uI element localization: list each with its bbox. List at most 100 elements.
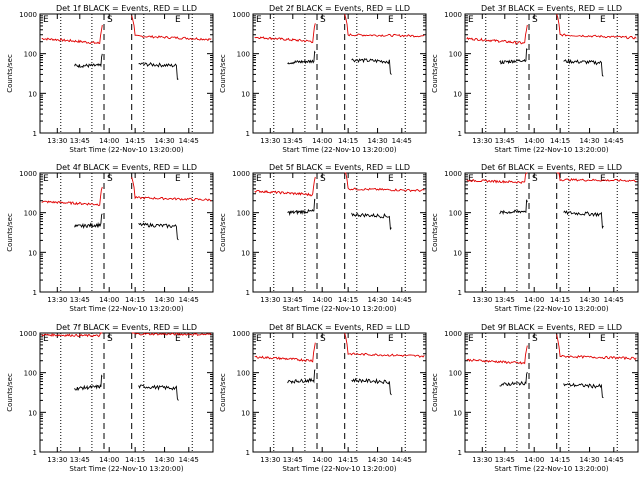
y-tick-label: 1 (458, 130, 462, 138)
y-tick-label: 1 (458, 449, 462, 457)
y-axis-label: Counts/sec (219, 213, 227, 252)
x-tick-label: 14:00 (524, 137, 544, 145)
detector-plot-8: Det 8f BLACK = Events, RED = LLD 1 10 100 10… (219, 323, 427, 473)
y-tick-label: 1000 (232, 330, 250, 338)
lld-series-line (556, 13, 637, 40)
events-series-line (74, 374, 103, 392)
plot-frame (39, 332, 214, 453)
plot-title: Det 5f BLACK = Events, RED = LLD (269, 163, 410, 172)
lld-series-line (466, 172, 528, 184)
marker-label-e: E (468, 174, 474, 184)
x-tick-label: 13:45 (495, 137, 515, 145)
x-axis-label: Start Time (22-Nov-10 13:20:00) (494, 465, 608, 473)
detector-plot-4: Det 4f BLACK = Events, RED = LLD 1 10 100 10… (6, 163, 214, 313)
y-axis-label: Counts/sec (431, 213, 439, 252)
marker-label-e: E (600, 334, 606, 344)
x-tick-label: 14:30 (579, 456, 599, 464)
x-tick-label: 13:30 (260, 456, 280, 464)
x-tick-label: 14:00 (99, 456, 119, 464)
y-tick-label: 1 (246, 289, 250, 297)
y-tick-label: 10 (28, 409, 37, 417)
x-tick-label: 14:00 (524, 296, 544, 304)
marker-label-e: E (468, 15, 474, 25)
x-axis-label: Start Time (22-Nov-10 13:20:00) (69, 465, 183, 473)
x-tick-label: 14:45 (392, 296, 412, 304)
marker-label-e: E (388, 174, 394, 184)
x-tick-label: 14:45 (392, 137, 412, 145)
x-tick-label: 14:45 (179, 456, 199, 464)
x-tick-label: 14:15 (338, 456, 358, 464)
plot-frame (464, 13, 639, 134)
marker-label-e: E (175, 174, 181, 184)
events-series-line (499, 48, 528, 65)
x-tick-label: 14:45 (604, 137, 624, 145)
y-tick-label: 10 (453, 409, 462, 417)
y-tick-label: 10 (453, 90, 462, 98)
y-axis-label: Counts/sec (219, 54, 227, 93)
x-tick-label: 14:30 (367, 137, 387, 145)
events-series-line (287, 369, 316, 385)
marker-label-s: S (320, 174, 326, 184)
lld-series-line (466, 24, 528, 45)
y-tick-label: 1000 (444, 11, 462, 19)
x-tick-label: 13:30 (260, 137, 280, 145)
y-tick-label: 1 (33, 130, 37, 138)
x-tick-label: 13:45 (70, 456, 90, 464)
y-tick-label: 1000 (444, 330, 462, 338)
marker-label-s: S (532, 334, 538, 344)
plot-title: Det 4f BLACK = Events, RED = LLD (56, 163, 197, 172)
x-tick-label: 14:30 (579, 296, 599, 304)
x-tick-label: 14:30 (579, 137, 599, 145)
marker-label-e: E (43, 174, 49, 184)
x-tick-label: 13:45 (495, 296, 515, 304)
x-axis-label: Start Time (22-Nov-10 13:20:00) (69, 146, 183, 154)
lld-series-line (466, 345, 528, 365)
lld-series-line (556, 334, 637, 361)
detector-plot-1: Det 1f BLACK = Events, RED = LLD 1 10 100 10… (6, 4, 214, 154)
x-tick-label: 14:30 (367, 296, 387, 304)
lld-series-line (556, 172, 637, 183)
x-tick-label: 14:15 (550, 296, 570, 304)
x-tick-label: 13:45 (283, 137, 303, 145)
events-series-line (499, 199, 528, 215)
x-tick-label: 13:30 (472, 456, 492, 464)
marker-label-e: E (43, 334, 49, 344)
events-series-line (138, 222, 179, 241)
x-tick-label: 14:30 (154, 137, 174, 145)
y-axis-label: Counts/sec (6, 213, 14, 252)
x-axis-label: Start Time (22-Nov-10 13:20:00) (494, 305, 608, 313)
marker-label-s: S (320, 334, 326, 344)
x-tick-label: 14:00 (99, 296, 119, 304)
x-tick-label: 14:15 (125, 296, 145, 304)
marker-label-e: E (600, 15, 606, 25)
lld-series-line (41, 25, 103, 45)
plot-title: Det 1f BLACK = Events, RED = LLD (56, 4, 197, 13)
lld-series-line (344, 332, 425, 358)
events-series-line (351, 377, 392, 396)
y-tick-label: 10 (28, 249, 37, 257)
marker-label-e: E (468, 334, 474, 344)
marker-label-s: S (107, 174, 113, 184)
plot-title: Det 7f BLACK = Events, RED = LLD (56, 323, 197, 332)
lld-series-line (131, 15, 212, 42)
events-series-line (351, 58, 392, 75)
y-tick-label: 100 (237, 51, 250, 59)
y-tick-label: 1 (246, 449, 250, 457)
x-tick-label: 14:00 (99, 137, 119, 145)
y-axis-label: Counts/sec (431, 373, 439, 412)
detector-plot-7: Det 7f BLACK = Events, RED = LLD 1 10 100 10… (6, 323, 214, 473)
x-tick-label: 14:45 (604, 296, 624, 304)
y-tick-label: 1000 (232, 170, 250, 178)
x-tick-label: 13:30 (472, 137, 492, 145)
y-axis-label: Counts/sec (219, 373, 227, 412)
y-tick-label: 10 (241, 249, 250, 257)
x-tick-label: 14:00 (312, 296, 332, 304)
detector-plot-2: Det 2f BLACK = Events, RED = LLD 1 10 100 10… (219, 4, 427, 154)
lld-series-line (254, 23, 316, 44)
plot-title: Det 2f BLACK = Events, RED = LLD (269, 4, 410, 13)
x-axis-label: Start Time (22-Nov-10 13:20:00) (494, 146, 608, 154)
y-tick-label: 1000 (19, 170, 37, 178)
marker-label-s: S (320, 15, 326, 25)
detector-plot-5: Det 5f BLACK = Events, RED = LLD 1 10 100 10… (219, 163, 427, 313)
